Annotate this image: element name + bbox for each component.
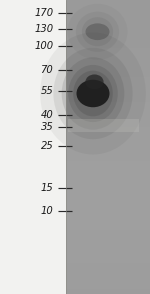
Text: 170: 170: [34, 8, 53, 18]
Ellipse shape: [53, 48, 133, 139]
Ellipse shape: [68, 65, 118, 122]
Ellipse shape: [76, 12, 119, 52]
Text: 40: 40: [40, 110, 53, 120]
Bar: [0, 0, 66, 294]
Text: 35: 35: [40, 122, 53, 132]
Text: 15: 15: [40, 183, 53, 193]
Ellipse shape: [68, 4, 128, 60]
Text: 100: 100: [34, 41, 53, 51]
Ellipse shape: [85, 24, 109, 40]
Text: 55: 55: [40, 86, 53, 96]
Ellipse shape: [76, 80, 110, 107]
Text: 10: 10: [40, 206, 53, 216]
Bar: [68, 119, 139, 132]
Text: 70: 70: [40, 65, 53, 75]
Ellipse shape: [82, 17, 113, 46]
Ellipse shape: [73, 71, 113, 116]
Ellipse shape: [85, 74, 104, 89]
Ellipse shape: [62, 57, 124, 130]
Text: 25: 25: [40, 141, 53, 151]
Text: 130: 130: [34, 24, 53, 34]
Bar: [66, 0, 150, 294]
Ellipse shape: [40, 33, 146, 154]
